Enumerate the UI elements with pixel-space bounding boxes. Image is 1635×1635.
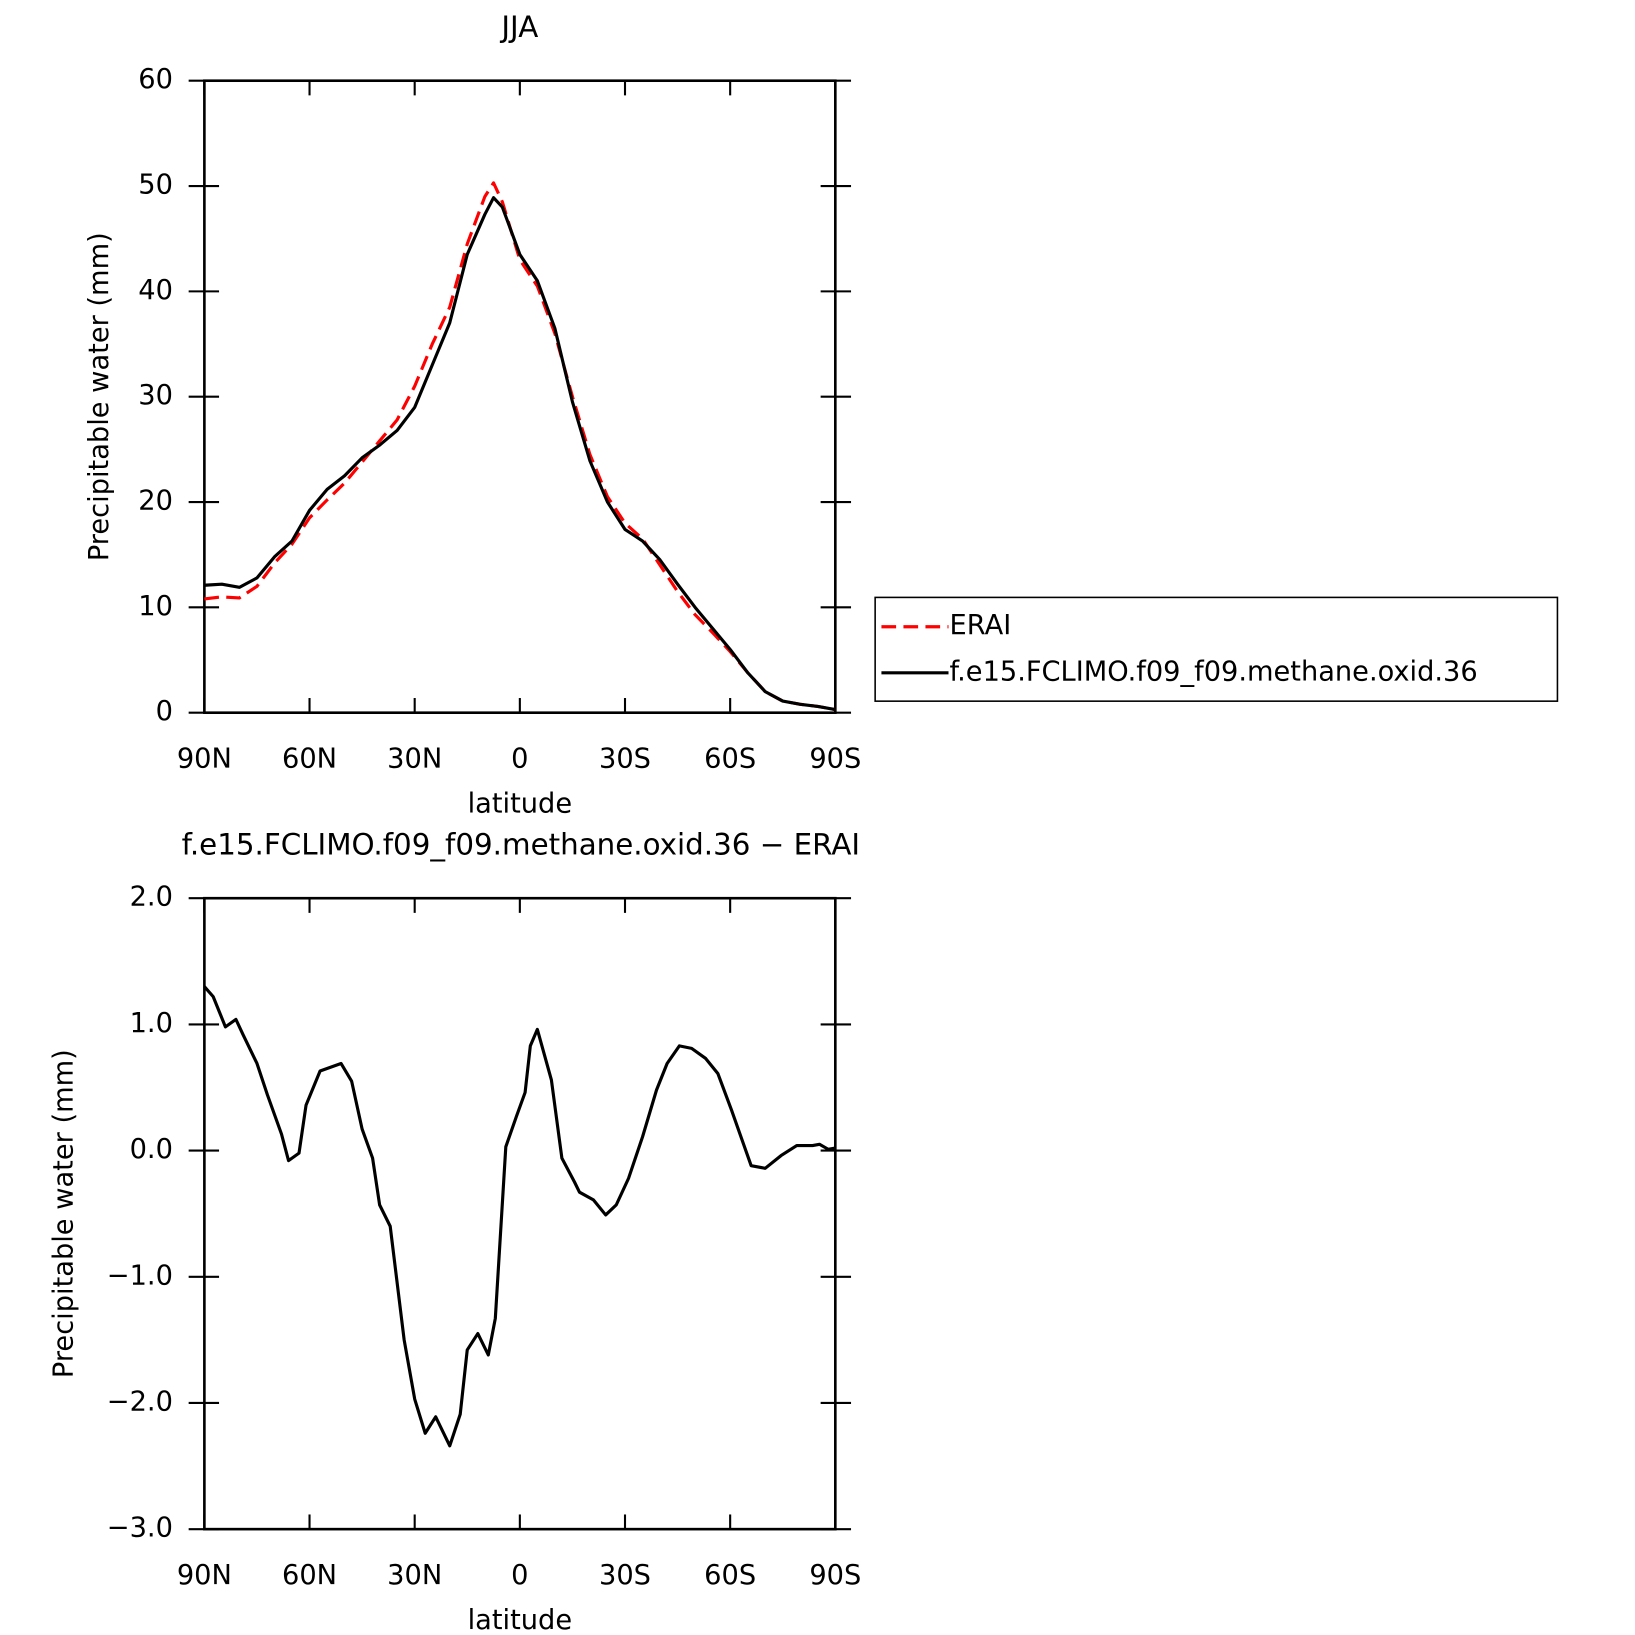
data-line: [203, 985, 836, 1448]
y-tick-label: 20: [138, 486, 173, 517]
chart-title: JJA: [499, 10, 538, 44]
x-tick-label: 60N: [282, 743, 337, 774]
x-tick-label: 90S: [809, 743, 861, 774]
x-tick-label: 30N: [387, 743, 442, 774]
y-tick-label: 40: [138, 275, 173, 306]
panel: f.e15.FCLIMO.f09_f09.methane.oxid.36 − E…: [48, 827, 861, 1635]
panel: JJA latitude Precipitable water (mm) 90N 60N…: [84, 10, 1559, 819]
data-line: [204, 181, 836, 712]
x-tick-label: 30N: [387, 1560, 442, 1591]
x-tick-label: 60N: [282, 1560, 337, 1591]
y-tick-label: 2.0: [130, 882, 173, 913]
y-tick-label: −2.0: [107, 1386, 173, 1417]
y-tick-label: 0: [156, 696, 173, 727]
y-tick-label: 50: [138, 170, 173, 201]
y-axis-label: Precipitable water (mm): [84, 232, 115, 561]
plot-frame: [203, 79, 837, 715]
y-tick-label: −1.0: [107, 1260, 173, 1291]
legend-box: [874, 596, 1559, 702]
legend: ERAI f.e15.FCLIMO.f09_f09.methane.oxid.36: [874, 596, 1559, 702]
y-tick-label: 10: [138, 591, 173, 622]
x-tick-label: 30S: [599, 1560, 651, 1591]
x-tick-label: 60S: [704, 1560, 756, 1591]
y-tick-label: −3.0: [107, 1513, 173, 1544]
x-tick-label: 0: [511, 1560, 528, 1591]
x-tick-label: 90N: [177, 743, 232, 774]
y-tick-label: 1.0: [130, 1008, 173, 1039]
y-tick-label: 60: [138, 64, 173, 95]
x-tick-label: 60S: [704, 743, 756, 774]
x-tick-label: 90N: [177, 1560, 232, 1591]
x-tick-label: 30S: [599, 743, 651, 774]
data-line: [204, 196, 836, 712]
legend-label: ERAI: [950, 610, 1012, 641]
chart-title: f.e15.FCLIMO.f09_f09.methane.oxid.36 − E…: [182, 827, 860, 861]
y-tick-label: 30: [138, 380, 173, 411]
y-axis-label: Precipitable water (mm): [48, 1049, 79, 1378]
legend-label: f.e15.FCLIMO.f09_f09.methane.oxid.36: [950, 656, 1478, 687]
plot-frame: [203, 896, 837, 1531]
x-axis-label: latitude: [468, 1605, 572, 1635]
y-tick-label: 0.0: [130, 1134, 173, 1165]
x-tick-label: 0: [511, 743, 528, 774]
x-axis-label: latitude: [468, 788, 572, 819]
x-tick-label: 90S: [809, 1560, 861, 1591]
